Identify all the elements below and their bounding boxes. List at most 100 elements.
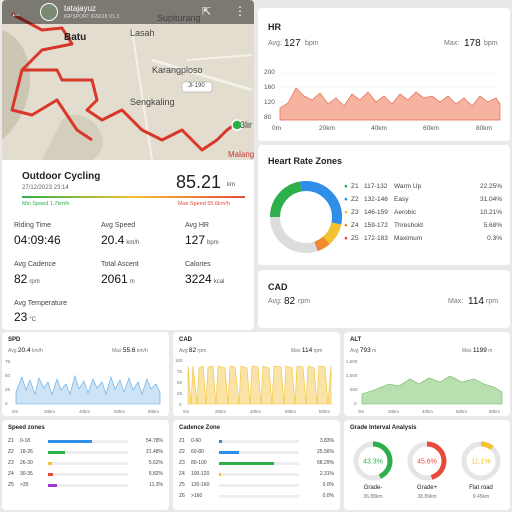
zone-bar-row: Z5 >35 11.3% [8,482,163,491]
zone-id: Z5 [8,482,14,488]
zone-bar-row: Z4 100-120 2.31% [179,471,334,480]
x-tick-label: 40km [422,409,433,414]
zone-bar-row: Z2 60-80 25.56% [179,449,334,458]
stat-label: Total Ascent [101,261,139,268]
zone-range: 172-183 [364,235,388,242]
zone-bar-row: Z3 80-100 68.29% [179,460,334,469]
y-tick-label: 500 [350,387,358,392]
zone-bar-fill [219,451,240,454]
zone-bar-fill [219,473,221,476]
grade-ring-fill [407,441,447,481]
stat-value: 04:09:46 [14,233,61,247]
cad-avg-unit: rpm [298,298,311,305]
zone-dot: ● [344,222,348,229]
hr-max-label: Max: [444,40,460,47]
stat-label: Avg Speed [101,222,136,229]
zone-pct: 0.0% [322,493,334,499]
zone-pct: 0.3% [487,235,502,242]
cad-chart-avg: Avg 82 rpm [179,347,207,354]
hr-max-unit: bpm [484,40,498,47]
y-tick-label: 120 [264,99,275,106]
share-icon[interactable]: ⇱ [202,6,212,18]
x-tick-label: 0m [12,409,19,414]
grade-label: Grade+ [416,485,438,491]
hr-zones-donut [270,181,342,253]
speed-plot: 75 50 25 0 0m 20km 40km 60km 80km [5,359,161,414]
zone-bar-track [48,462,128,465]
stat-value: 23 °C [14,310,37,324]
zone-range: >160 [191,493,203,499]
zone-name: Aerobic [394,209,417,216]
zone-bar-fill [219,440,223,443]
zone-pct: 25.56% [317,449,334,455]
zone-range: 159-172 [364,222,388,229]
more-options-icon[interactable]: ⋮ [234,4,246,18]
zone-bar-row: Z3 26-30 5.62% [8,460,163,469]
hr-plot: 200 160 120 80 0m 20km 40km 60km 80km [264,69,501,132]
cadence-plot: 100 75 50 25 0 0m 20km 40km 60km 80km [175,358,332,414]
stat-label: Riding Time [14,222,51,229]
zone-dot: ● [344,183,348,190]
map-place-label: Malang [228,150,254,159]
x-tick-label: 20km [44,409,55,414]
y-tick-label: 75 [177,369,183,374]
zone-id: Z2 [8,449,14,455]
alt-title: ALT [350,337,362,343]
back-arrow-icon[interactable]: ← [10,6,22,20]
y-tick-label: 25 [5,387,11,392]
x-tick-label: 60km [423,125,439,132]
zone-id: Z4 [351,222,359,229]
distance-unit: km [227,182,235,188]
grade-pct: 45.6% [417,459,437,466]
zone-bar-row: Z1 0-60 3.83% [179,438,334,447]
cad-chart-max: Max 114 rpm [291,347,323,354]
y-tick-label: 0 [5,401,8,406]
hr-avg-unit: bpm [305,40,319,47]
route-map[interactable]: ← tatajayuz iGPSPORT iGS618 V1.3 ⇱ ⋮ Las… [2,0,254,160]
device-name: iGPSPORT iGS618 V1.3 [64,14,120,20]
cad-chart-title: CAD [179,337,192,343]
y-tick-label: 1,000 [346,373,358,378]
zone-row: ● Z2 132-146 Easy 31.04% [344,196,502,206]
map-place-label: Sengkaling [130,97,175,107]
zone-row: ● Z3 146-159 Aerobic 10.21% [344,209,502,219]
map-place-label: 3lir [240,120,253,130]
zone-id: Z5 [351,235,359,242]
username: tatajayuz [64,4,97,13]
grade-analysis-card: Grade Interval Analysis 43.3% 45.6% 11.1% … [344,420,510,510]
avatar[interactable] [40,3,58,21]
zone-range: 117-132 [364,183,388,190]
zone-id: Z1 [351,183,359,190]
cadence-zones-card: Cadence Zone Z1 0-60 3.83% Z2 60-80 25.56% Z3 8… [173,420,340,510]
grade-distance: 38.89km [417,494,437,500]
zone-pct: 21.48% [146,449,163,455]
y-tick-label: 75 [5,359,11,364]
spd-max: Max 55.6 km/h [112,347,148,354]
zone-range: 30-35 [20,471,33,477]
stat-value: 2061 m [101,272,135,286]
zone-bar-fill [48,484,58,487]
grade-pct: 43.3% [363,459,383,466]
speed-chart-card: SPD Avg 20.4 km/h Max 55.6 km/h 75 50 25… [2,332,169,416]
zone-pct: 11.3% [149,482,163,488]
cadence-zones-title: Cadence Zone [179,425,221,431]
zone-dot: ● [344,235,348,242]
zone-id: Z2 [351,196,359,203]
zone-bar-track [48,484,128,487]
speed-zones-title: Speed zones [8,425,45,431]
zone-id: Z1 [8,438,14,444]
zone-range: 80-100 [191,460,207,466]
hr-max-value: 178 [464,38,481,49]
x-tick-label: 80km [148,409,159,414]
y-tick-label: 0 [179,402,182,407]
zone-bar-fill [219,462,274,465]
stat-label: Avg HR [185,222,209,229]
hr-title: HR [268,22,281,32]
x-tick-label: 0m [183,409,190,414]
x-tick-label: 40km [79,409,90,414]
x-tick-label: 20km [215,409,226,414]
grade-ring-fill [461,441,501,481]
zone-bar-track [219,440,299,443]
zone-bar-row: Z5 120-160 0.0% [179,482,334,491]
zone-bar-fill [48,440,92,443]
